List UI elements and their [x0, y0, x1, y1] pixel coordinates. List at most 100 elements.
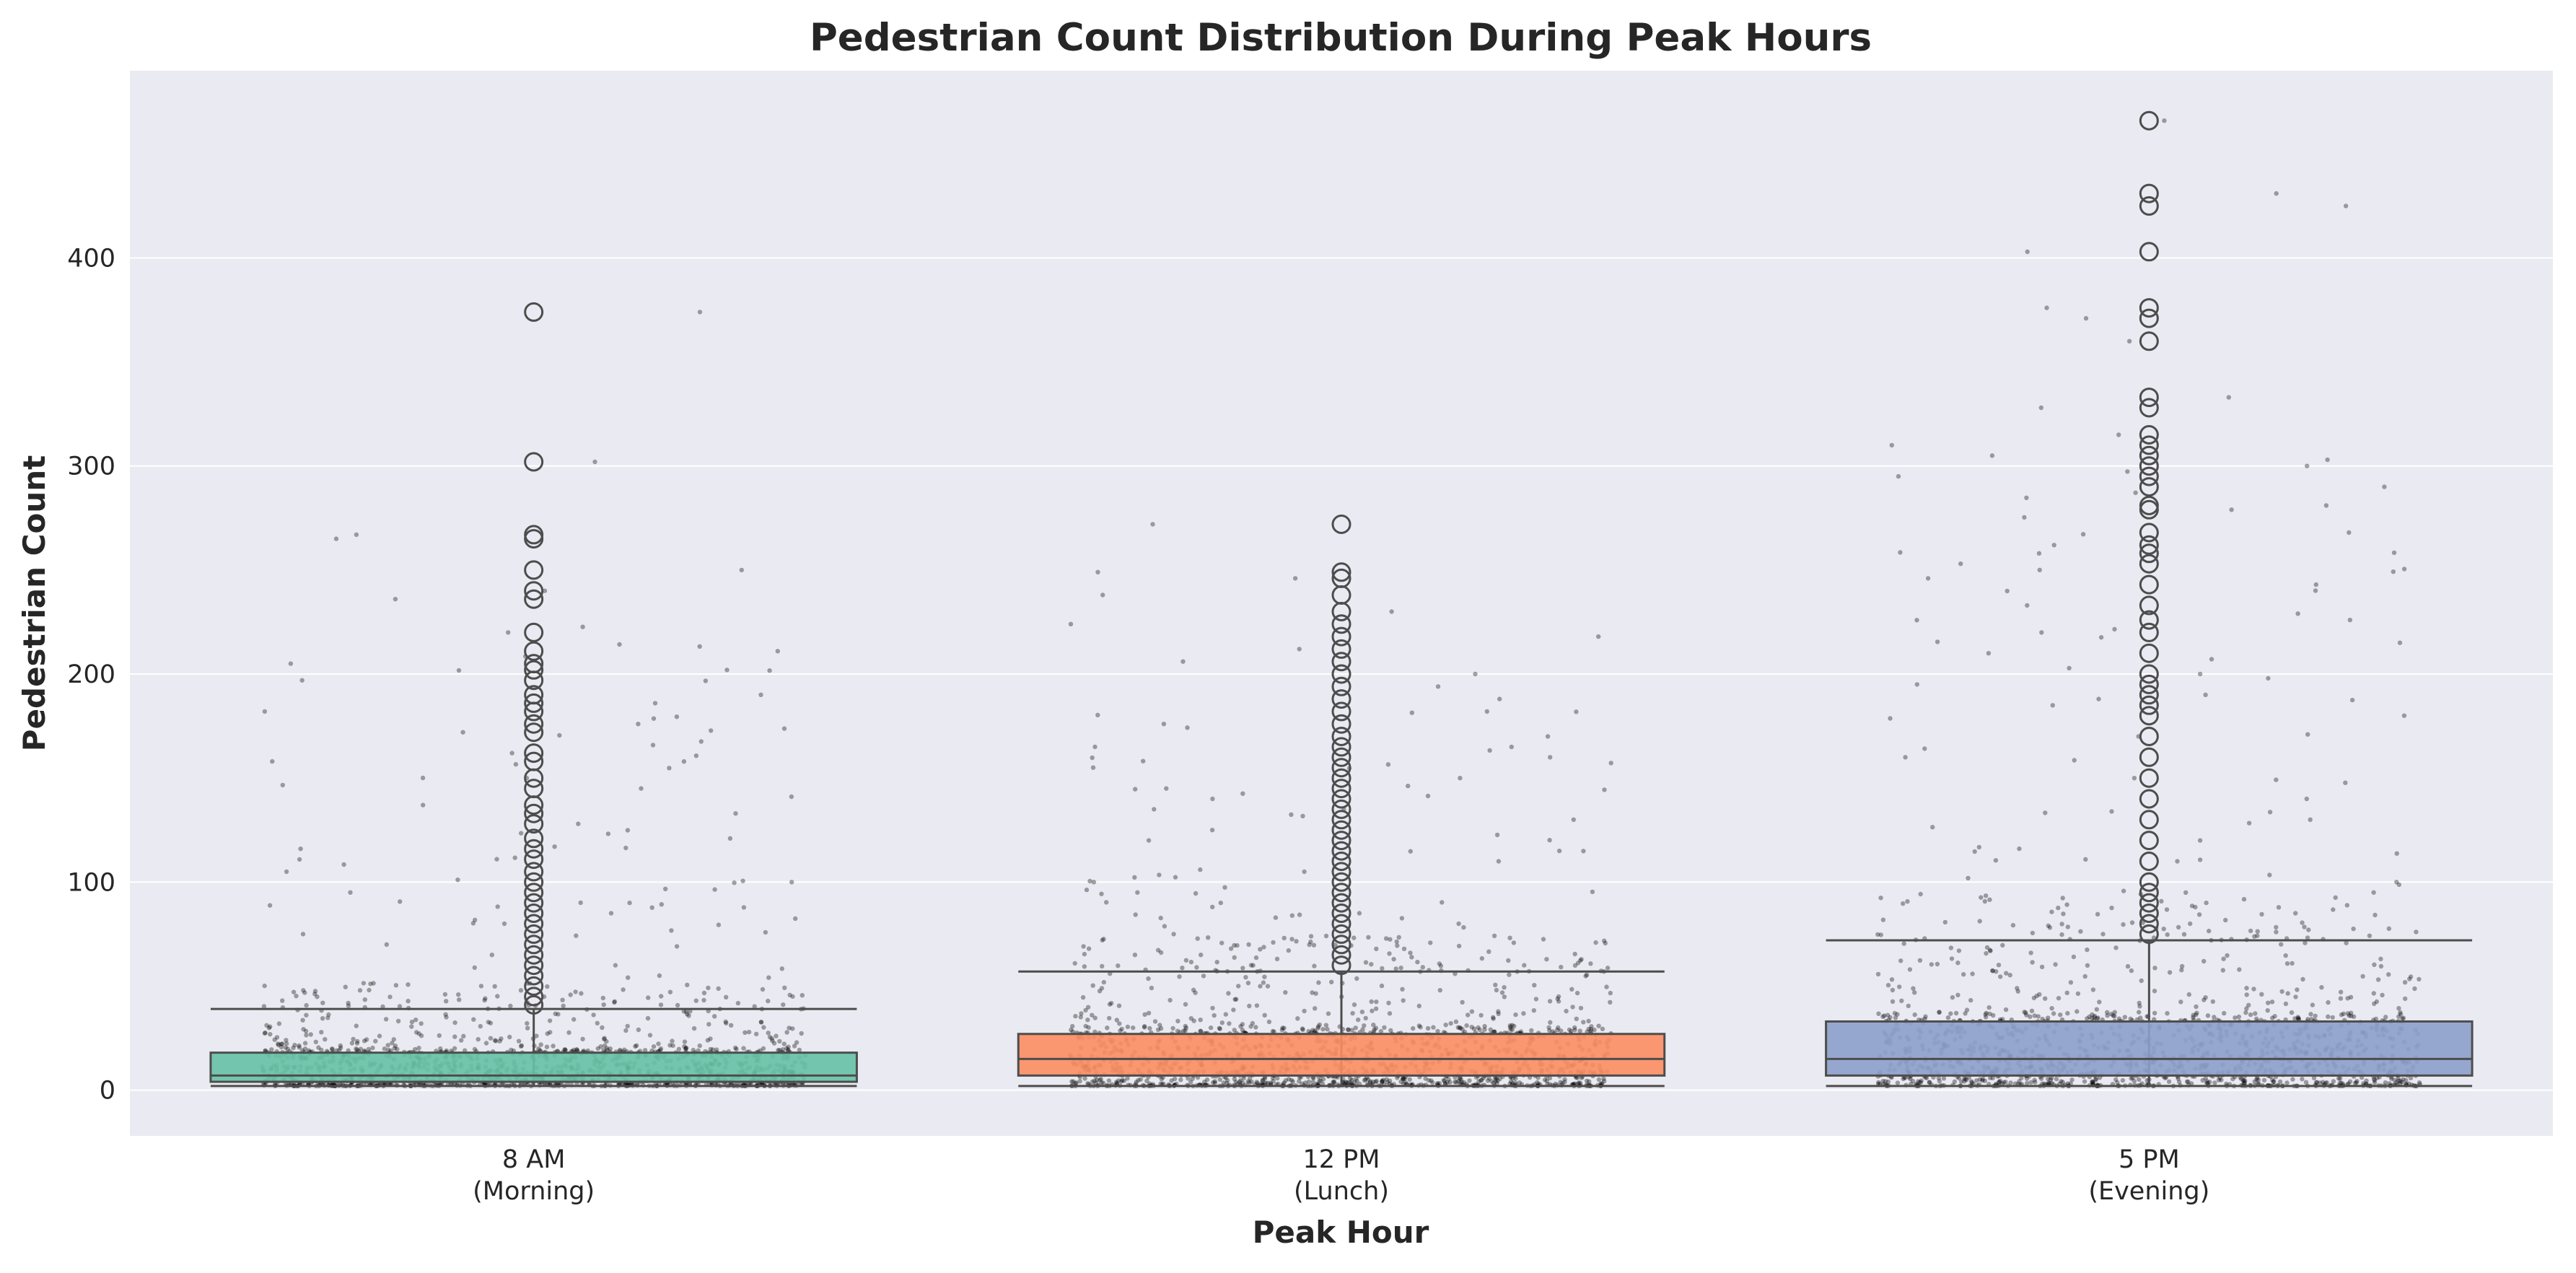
jitter-point — [1497, 696, 1502, 701]
jitter-point — [276, 1041, 281, 1046]
jitter-point — [716, 922, 722, 927]
jitter-point — [1935, 961, 1940, 967]
jitter-point — [2240, 1078, 2246, 1083]
jitter-point — [602, 1036, 607, 1041]
jitter-point — [1262, 974, 1267, 979]
jitter-point — [1171, 932, 1176, 937]
jitter-point — [2008, 1080, 2013, 1085]
jitter-point — [312, 989, 318, 994]
jitter-point — [461, 1033, 466, 1039]
jitter-point — [2399, 1080, 2404, 1085]
jitter-point — [2200, 1077, 2205, 1083]
jitter-point — [2203, 995, 2208, 1000]
jitter-point — [697, 310, 703, 315]
jitter-point — [1387, 951, 1392, 956]
jitter-point — [2075, 1009, 2080, 1014]
jitter-point — [1320, 1077, 1326, 1082]
jitter-point — [1990, 1075, 1995, 1081]
jitter-point — [442, 992, 448, 997]
jitter-point — [325, 1015, 330, 1020]
jitter-point — [675, 1002, 680, 1008]
jitter-point — [1564, 1008, 1569, 1014]
jitter-point — [1507, 972, 1512, 977]
jitter-point — [1329, 979, 1334, 985]
jitter-point — [2337, 1080, 2342, 1086]
jitter-point — [337, 1048, 342, 1053]
jitter-point — [269, 1047, 274, 1052]
jitter-point — [2111, 1013, 2116, 1018]
jitter-point — [357, 988, 363, 993]
jitter-point — [2121, 922, 2126, 927]
jitter-point — [2396, 882, 2401, 888]
jitter-point — [1202, 1080, 1207, 1085]
jitter-point — [1581, 1020, 1586, 1025]
jitter-point — [1493, 1077, 1499, 1082]
jitter-point — [2183, 890, 2189, 896]
jitter-point — [1930, 825, 1935, 830]
jitter-point — [754, 1031, 759, 1037]
jitter-point — [1443, 1023, 1448, 1028]
jitter-point — [288, 661, 294, 666]
jitter-point — [2259, 911, 2264, 917]
jitter-point — [1243, 975, 1248, 980]
jitter-point — [580, 1036, 585, 1042]
jitter-point — [742, 1030, 748, 1036]
outlier-marker — [2139, 466, 2159, 486]
outlier-marker — [2139, 706, 2159, 726]
jitter-point — [2364, 1078, 2369, 1083]
jitter-point — [1349, 1077, 1354, 1083]
jitter-point — [2105, 1013, 2110, 1018]
outlier-marker — [2139, 904, 2159, 923]
jitter-point — [1955, 961, 1961, 966]
jitter-point — [1484, 709, 1489, 714]
jitter-point — [393, 597, 398, 602]
jitter-point — [1116, 1078, 1121, 1083]
jitter-point — [1198, 867, 1203, 872]
jitter-point — [548, 1030, 553, 1035]
jitter-point — [571, 1047, 577, 1053]
outlier-marker — [524, 872, 544, 892]
jitter-point — [2248, 928, 2253, 934]
jitter-point — [1263, 1080, 1269, 1086]
jitter-point — [1437, 988, 1443, 993]
jitter-point — [1082, 964, 1087, 969]
outlier-marker — [524, 622, 544, 642]
jitter-point — [1391, 956, 1396, 962]
jitter-point — [1282, 935, 1287, 941]
jitter-point — [1598, 1081, 1603, 1086]
jitter-point — [1316, 980, 1321, 985]
jitter-point — [2030, 930, 2036, 936]
jitter-point — [1098, 1077, 1103, 1082]
jitter-point — [2166, 1079, 2172, 1085]
jitter-point — [1386, 1000, 1391, 1006]
jitter-point — [608, 1046, 613, 1051]
jitter-point — [1531, 1008, 1536, 1013]
jitter-point — [261, 1004, 267, 1009]
jitter-point — [1134, 1080, 1139, 1085]
jitter-point — [1107, 1002, 1113, 1007]
outlier-marker — [2139, 425, 2159, 445]
jitter-point — [1547, 999, 1553, 1004]
jitter-point — [1351, 935, 1357, 940]
jitter-point — [2024, 1076, 2030, 1081]
jitter-point — [2271, 1079, 2276, 1085]
jitter-point — [1371, 1023, 1376, 1028]
jitter-point — [1085, 1005, 1091, 1010]
jitter-point — [1958, 1079, 1964, 1084]
jitter-point — [739, 567, 745, 573]
jitter-point — [1878, 932, 1883, 937]
jitter-point — [1354, 976, 1359, 981]
jitter-point — [2372, 1001, 2377, 1007]
jitter-point — [740, 878, 745, 883]
jitter-point — [1081, 944, 1086, 949]
jitter-point — [367, 987, 372, 993]
jitter-point — [1363, 960, 1369, 965]
jitter-point — [304, 1002, 309, 1008]
jitter-point — [2137, 1077, 2142, 1082]
jitter-point — [790, 1026, 795, 1031]
jitter-point — [2085, 947, 2090, 953]
jitter-point — [691, 1047, 696, 1053]
outlier-marker — [1331, 727, 1351, 746]
jitter-point — [492, 984, 497, 989]
jitter-point — [595, 1046, 600, 1051]
